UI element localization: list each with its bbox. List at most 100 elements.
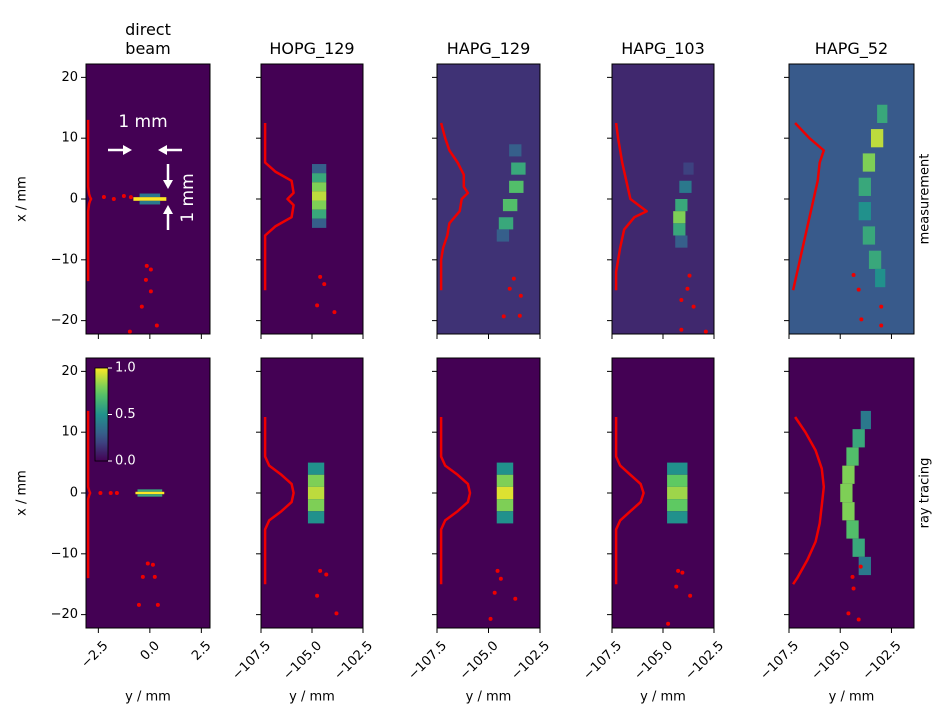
heat-cell	[499, 217, 513, 229]
point	[852, 273, 856, 277]
heat-cell	[846, 447, 858, 465]
plot-area	[789, 358, 914, 628]
heat-cell	[863, 153, 875, 171]
panel-title: HAPG_103	[621, 39, 705, 58]
annotation: 1 mm	[118, 112, 167, 132]
heat-cell	[679, 181, 691, 193]
y-tick-label: 10	[61, 425, 78, 440]
point	[151, 563, 155, 567]
heat-cell	[312, 201, 326, 210]
point	[98, 491, 102, 495]
point	[692, 305, 696, 309]
heat-cell	[497, 463, 513, 475]
heat-cell	[840, 484, 852, 502]
point	[129, 195, 133, 199]
point	[857, 288, 861, 292]
y-tick-label: −10	[51, 546, 78, 561]
heat-cell	[497, 511, 513, 523]
point	[676, 569, 680, 573]
point	[685, 287, 689, 291]
point	[859, 565, 863, 569]
point	[115, 491, 119, 495]
x-tick-label: 0.0	[138, 638, 163, 663]
point	[318, 569, 322, 573]
background	[612, 64, 714, 334]
point	[156, 603, 160, 607]
heat-cell	[497, 487, 513, 499]
point	[315, 303, 319, 307]
x-tick-label: 2.5	[189, 638, 214, 663]
heat-cell	[497, 499, 513, 511]
point	[149, 268, 153, 272]
heat-cell	[137, 494, 162, 496]
y-tick-label: −20	[51, 313, 78, 328]
y-tick-label: 10	[61, 131, 78, 146]
plot-area	[261, 358, 363, 628]
background	[437, 358, 540, 628]
x-axis-label: y / mm	[466, 690, 512, 705]
point	[851, 575, 855, 579]
heat-cell	[140, 194, 161, 198]
point	[153, 575, 157, 579]
colorbar-tick-label: 0.0	[115, 454, 136, 469]
x-tick-label: −102.5	[682, 638, 727, 683]
x-axis-label: y / mm	[640, 690, 686, 705]
heat-cell	[859, 202, 871, 220]
heat-cell	[312, 173, 326, 182]
point	[122, 194, 126, 198]
point	[489, 617, 493, 621]
point	[493, 591, 497, 595]
heat-cell	[312, 210, 326, 219]
point	[145, 264, 149, 268]
heat-cell	[853, 429, 865, 447]
y-tick-label: −10	[51, 252, 78, 267]
colorbar-tick-label: 0.5	[115, 407, 136, 422]
heat-cell	[869, 251, 881, 269]
y-axis-label: x / mm	[15, 176, 30, 222]
y-tick-label: 0	[70, 486, 78, 501]
heat-cell	[133, 197, 166, 201]
heat-cell	[667, 463, 687, 475]
point	[315, 594, 319, 598]
y-tick-label: −20	[51, 607, 78, 622]
colorbar-tick-label: 1.0	[115, 361, 136, 376]
figure: −20 −10 0 10 20 x / mm 1 mm 1 mm measurement −2.5…	[0, 0, 933, 706]
point	[680, 571, 684, 575]
point	[512, 277, 516, 281]
row-label: ray tracing	[918, 458, 933, 529]
x-axis-label: y / mm	[125, 690, 171, 705]
heat-cell	[497, 229, 509, 241]
background	[437, 64, 540, 334]
colorbar	[95, 368, 108, 461]
heat-cell	[308, 475, 324, 487]
annotation: 1 mm	[178, 173, 198, 222]
point	[112, 197, 116, 201]
x-tick-label: −105.0	[457, 638, 502, 683]
x-tick-label: −102.5	[508, 638, 553, 683]
heat-cell	[312, 191, 326, 200]
panel-title: HOPG_129	[269, 39, 354, 58]
point	[666, 622, 670, 626]
point	[704, 330, 708, 334]
point	[508, 287, 512, 291]
plot-area	[437, 64, 540, 334]
row-label: measurement	[918, 154, 933, 245]
chart: −20 −10 0 10 20 x / mm 1 mm 1 mm measurement −2.5…	[0, 0, 933, 706]
point	[332, 310, 336, 314]
point	[679, 328, 683, 332]
heat-cell	[675, 199, 687, 211]
heat-cell	[683, 163, 693, 175]
point	[155, 323, 159, 327]
heat-cell	[871, 129, 883, 147]
heat-cell	[853, 539, 865, 557]
y-tick-label: 20	[61, 70, 78, 85]
heat-cell	[312, 164, 326, 173]
heat-cell	[497, 475, 513, 487]
x-tick-label: −107.5	[757, 638, 802, 683]
point	[879, 323, 883, 327]
x-tick-label: −107.5	[405, 638, 450, 683]
x-tick-label: −2.5	[78, 638, 111, 671]
heat-cell	[308, 463, 324, 475]
heat-cell	[509, 181, 523, 193]
heat-cell	[509, 144, 521, 156]
